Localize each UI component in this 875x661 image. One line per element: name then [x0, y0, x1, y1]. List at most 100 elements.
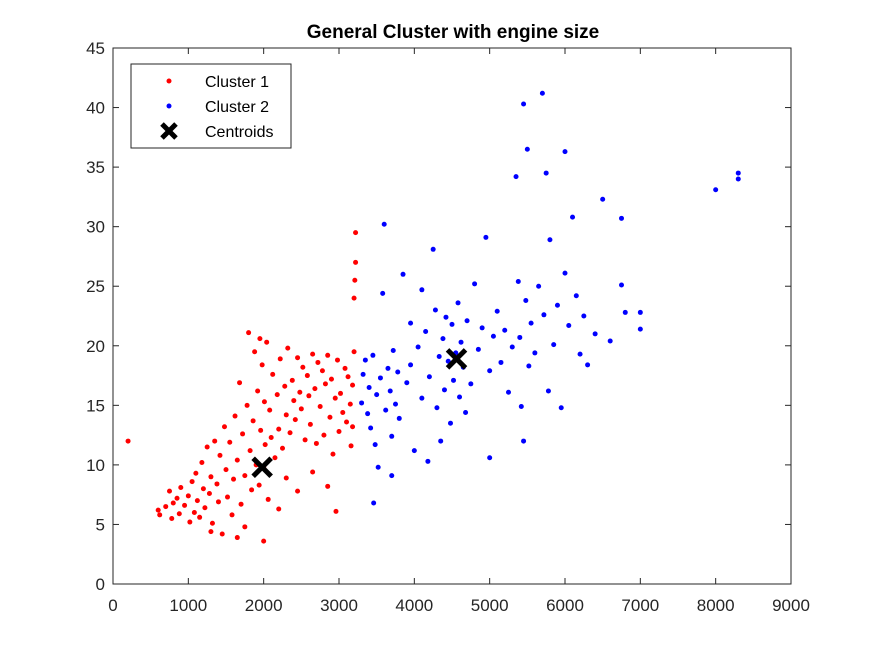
data-point [252, 349, 258, 355]
data-point [494, 308, 500, 314]
data-point [458, 339, 464, 345]
data-point [441, 387, 447, 393]
y-tick-label: 15 [86, 396, 105, 415]
data-point [344, 419, 350, 425]
data-point [539, 90, 545, 96]
data-point [350, 424, 356, 430]
legend-label: Centroids [205, 124, 273, 141]
x-tick-label: 3000 [320, 596, 358, 615]
data-point [178, 485, 184, 491]
data-point [430, 246, 436, 252]
centroid-marker [445, 348, 468, 370]
data-point [360, 371, 366, 377]
data-point [637, 309, 643, 315]
data-point [322, 381, 328, 387]
data-point [350, 382, 356, 388]
data-point [528, 320, 534, 326]
x-tick-label: 7000 [621, 596, 659, 615]
data-point [227, 439, 233, 445]
x-tick-label: 5000 [471, 596, 509, 615]
data-point [155, 507, 161, 513]
data-point [532, 350, 538, 356]
data-point [562, 149, 568, 155]
y-tick-label: 25 [86, 277, 105, 296]
data-point [242, 473, 248, 479]
data-point [237, 380, 243, 386]
data-point [304, 373, 310, 379]
x-tick-label: 1000 [169, 596, 207, 615]
data-point [185, 493, 191, 499]
data-point [274, 392, 280, 398]
data-point [174, 495, 180, 501]
data-point [351, 295, 357, 301]
data-point [285, 345, 291, 351]
data-point [262, 442, 268, 448]
data-point [272, 455, 278, 461]
series-1 [125, 230, 359, 544]
data-point [176, 511, 182, 517]
data-point [451, 377, 457, 383]
data-point [221, 424, 227, 430]
y-tick-label: 35 [86, 158, 105, 177]
x-tick-label: 2000 [245, 596, 283, 615]
data-point [197, 514, 203, 520]
data-point [490, 333, 496, 339]
data-point [157, 512, 163, 518]
data-point [479, 325, 485, 331]
y-tick-label: 5 [96, 515, 105, 534]
x-tick-label: 6000 [546, 596, 584, 615]
data-point [191, 510, 197, 516]
data-point [234, 457, 240, 463]
data-point [193, 470, 199, 476]
data-point [219, 531, 225, 537]
data-point [255, 388, 261, 394]
data-point [432, 307, 438, 313]
data-point [261, 538, 267, 544]
data-point [231, 476, 237, 482]
data-point [238, 501, 244, 507]
data-point [408, 362, 414, 368]
points-layer [125, 90, 741, 544]
data-point [334, 357, 340, 363]
data-point [483, 234, 489, 240]
data-point [169, 515, 175, 521]
data-point [404, 380, 410, 386]
data-point [366, 384, 372, 390]
y-tick-label: 10 [86, 456, 105, 475]
data-point [280, 445, 285, 451]
data-point [419, 287, 425, 293]
data-point [276, 506, 282, 512]
x-tick-label: 0 [108, 596, 117, 615]
data-point [573, 293, 579, 299]
data-point [317, 404, 323, 410]
data-point [521, 438, 527, 444]
data-point [468, 381, 474, 387]
data-point [246, 330, 252, 336]
data-point [365, 411, 371, 417]
data-point [619, 215, 624, 221]
data-point [423, 328, 429, 334]
data-point [419, 395, 425, 401]
legend: Cluster 1 Cluster 2 Centroids [130, 63, 292, 149]
data-point [377, 375, 383, 381]
data-point [463, 409, 469, 415]
x-tick-label: 9000 [772, 596, 810, 615]
y-tick-label: 40 [86, 99, 105, 118]
data-point [194, 498, 200, 504]
data-point [400, 271, 406, 277]
data-point [395, 369, 401, 375]
data-point [336, 429, 342, 435]
data-point [570, 214, 576, 220]
data-point [244, 402, 250, 408]
data-point [283, 412, 289, 418]
data-point [199, 460, 205, 466]
data-point [212, 438, 218, 444]
data-point [585, 362, 591, 368]
data-point [509, 344, 515, 350]
data-point [425, 458, 431, 464]
centroid-marker [251, 456, 273, 479]
data-point [229, 512, 235, 518]
data-point [321, 432, 327, 438]
